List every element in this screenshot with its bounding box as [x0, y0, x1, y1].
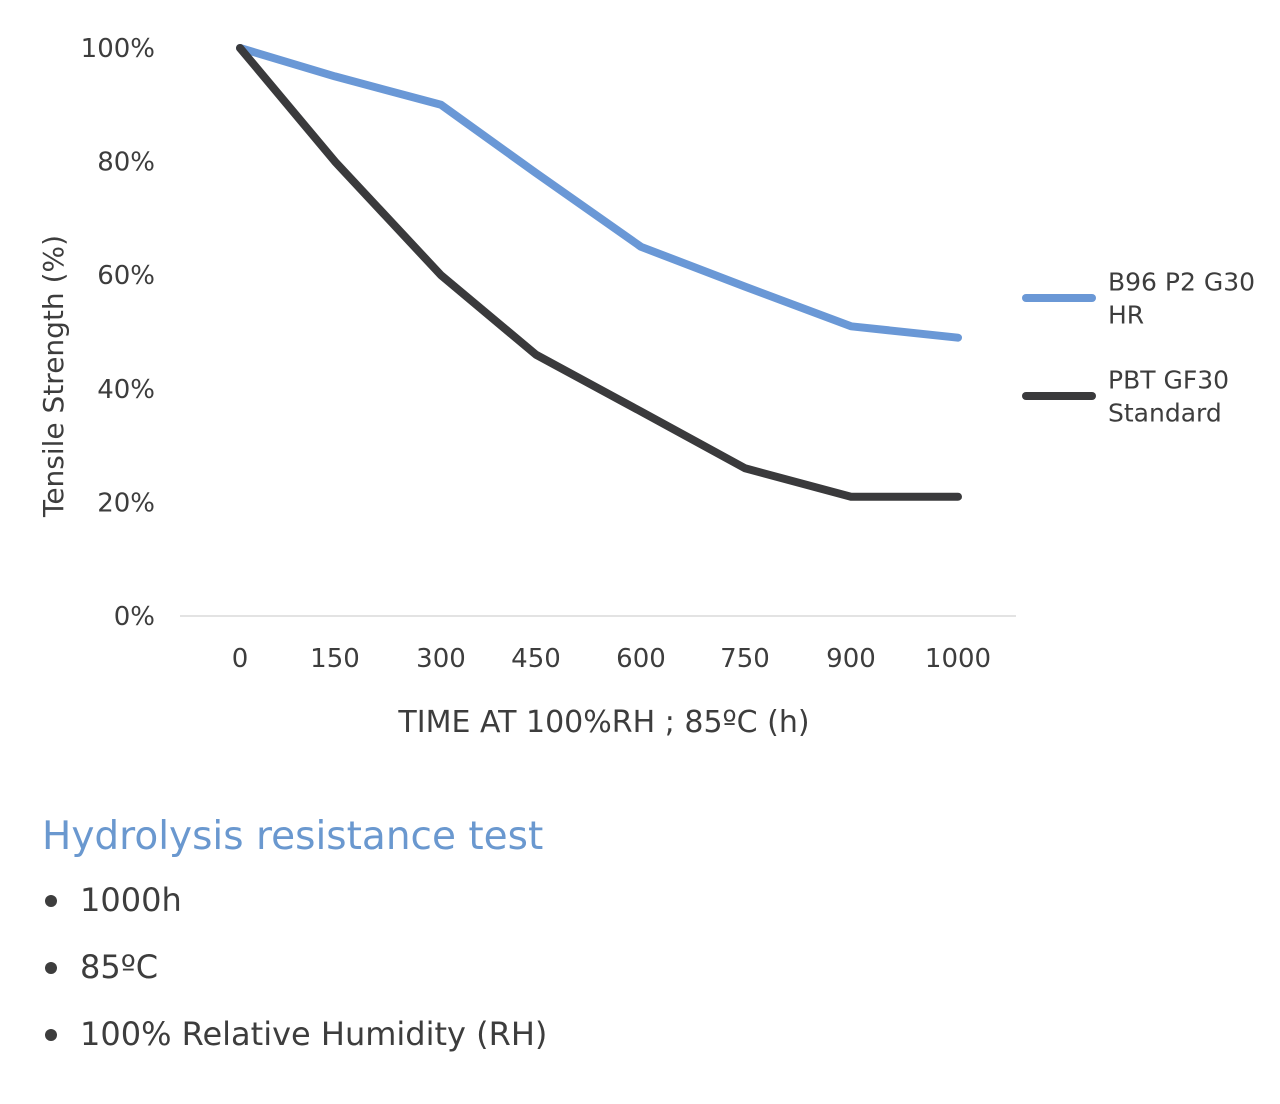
bullet-icon: [45, 895, 57, 907]
legend-label: Standard: [1108, 399, 1222, 428]
series-line-1: [236, 44, 962, 342]
x-tick-label: 900: [826, 644, 876, 674]
x-tick-label: 0: [232, 644, 249, 674]
list-item: 1000h: [42, 880, 1242, 920]
y-tick-label: 20%: [97, 488, 155, 518]
legend-label: PBT GF30: [1108, 366, 1229, 395]
y-tick-label: 60%: [97, 261, 155, 291]
x-tick-label: 450: [511, 644, 561, 674]
y-tick-label: 0%: [114, 602, 155, 632]
bullet-icon: [45, 962, 57, 974]
series-line-2: [236, 44, 962, 501]
legend-label: HR: [1108, 301, 1144, 330]
x-tick-label: 1000: [925, 644, 991, 674]
y-tick-label: 80%: [97, 148, 155, 178]
list-item: 85ºC: [42, 947, 1242, 987]
list-item: 100% Relative Humidity (RH): [42, 1014, 1242, 1054]
y-tick-label: 100%: [81, 34, 155, 64]
legend-label: B96 P2 G30: [1108, 268, 1255, 297]
list-item-text: 85ºC: [80, 948, 159, 986]
x-tick-label: 300: [416, 644, 466, 674]
x-tick-label: 750: [720, 644, 770, 674]
list-item-text: 100% Relative Humidity (RH): [80, 1015, 548, 1053]
x-tick-label: 150: [310, 644, 360, 674]
list-item-text: 1000h: [80, 881, 182, 919]
x-axis-title: TIME AT 100%RH ; 85ºC (h): [397, 705, 809, 740]
section-title: Hydrolysis resistance test: [42, 814, 544, 859]
y-axis-title: Tensile Strength (%): [37, 235, 70, 518]
y-tick-label: 40%: [97, 375, 155, 405]
test-info-section: Hydrolysis resistance test 1000h 85ºC 10…: [42, 812, 1242, 1081]
x-tick-label: 600: [616, 644, 666, 674]
test-conditions-list: 1000h 85ºC 100% Relative Humidity (RH): [42, 880, 1242, 1054]
tensile-strength-chart: 0% 20% 40% 60% 80% 100% 0 150 300 450 600 750 900 10…: [37, 34, 1255, 740]
bullet-icon: [45, 1029, 57, 1041]
